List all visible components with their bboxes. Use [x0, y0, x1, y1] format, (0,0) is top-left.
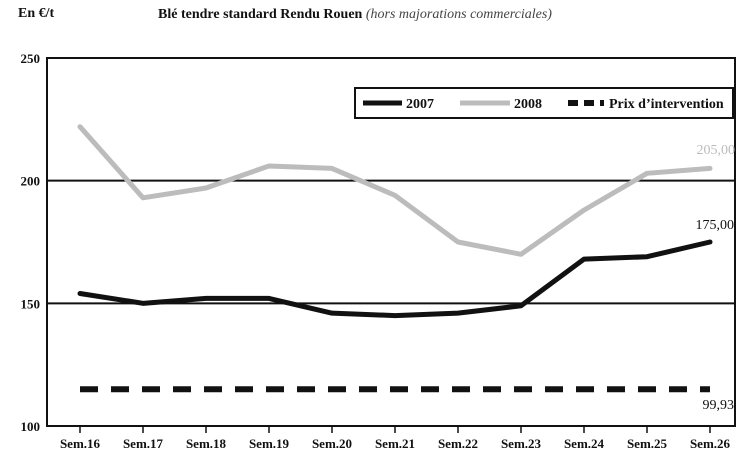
value-annotation: 205,00 — [697, 143, 736, 158]
value-annotations: 205,00 175,00 99,93 — [696, 143, 736, 413]
x-tick-label: Sem.17 — [123, 436, 164, 451]
legend-label: 2008 — [514, 97, 542, 112]
legend-label: 2007 — [406, 97, 434, 112]
x-tick-label: Sem.22 — [438, 436, 478, 451]
chart-subtitle: (hors majorations commerciales) — [365, 7, 552, 22]
y-axis: 100 150 200 250 — [21, 51, 41, 434]
plot-frame — [46, 57, 736, 427]
x-tick-label: Sem.24 — [564, 436, 605, 451]
value-annotation: 99,93 — [703, 398, 735, 413]
y-tick-label: 100 — [21, 419, 41, 434]
y-tick-label: 200 — [21, 174, 41, 189]
chart-title-main: Blé tendre standard Rendu Rouen — [158, 7, 363, 22]
x-tick-label: Sem.26 — [690, 436, 731, 451]
legend-box — [354, 87, 734, 119]
y-unit-label: En €/t — [18, 6, 55, 21]
legend: 2007 2008 Prix d’intervention — [354, 87, 734, 119]
x-tick-label: Sem.16 — [60, 436, 101, 451]
legend-label: Prix d’intervention — [609, 97, 724, 112]
y-tick-label: 250 — [21, 51, 41, 66]
x-axis: Sem.16 Sem.17 Sem.18 Sem.19 Sem.20 Sem.21 Sem.… — [60, 426, 731, 451]
series-line-2007 — [77, 239, 713, 319]
y-tick-label: 150 — [21, 296, 41, 311]
x-tick-label: Sem.23 — [501, 436, 542, 451]
x-tick-label: Sem.21 — [375, 436, 415, 451]
x-tick-label: Sem.18 — [186, 436, 227, 451]
value-annotation: 175,00 — [696, 218, 735, 233]
x-tick-label: Sem.20 — [312, 436, 352, 451]
x-tick-label: Sem.25 — [627, 436, 668, 451]
series-lines — [77, 124, 713, 393]
series-line-2008 — [77, 124, 713, 257]
chart-title: Blé tendre standard Rendu Rouen (hors ma… — [158, 7, 552, 23]
x-tick-label: Sem.19 — [249, 436, 290, 451]
